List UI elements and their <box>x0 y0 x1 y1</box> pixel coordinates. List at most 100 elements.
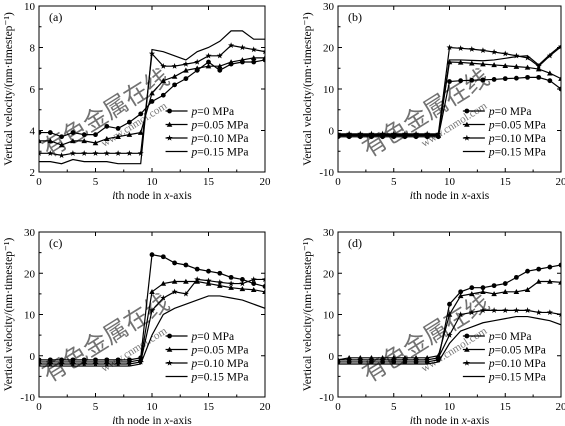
legend-symbol: p <box>191 120 198 132</box>
x-axis-label-mid: th node in <box>413 190 462 202</box>
data-point-1 <box>115 126 121 131</box>
x-axis-label-var: x <box>461 190 468 202</box>
data-point-3 <box>58 360 65 367</box>
x-axis-label: ith node in x-axis <box>112 190 192 202</box>
data-point-1 <box>138 111 144 117</box>
data-point-2 <box>502 289 509 295</box>
legend-symbol: p <box>488 120 495 132</box>
data-point-3 <box>491 307 498 313</box>
data-point-3 <box>39 150 43 156</box>
x-tick-label: 10 <box>444 401 456 413</box>
data-point-2 <box>262 289 265 295</box>
data-point-2 <box>160 77 167 83</box>
legend-value: =0 MPa <box>495 106 532 118</box>
legend-label: p=0.05 MPa <box>488 120 546 132</box>
data-point-3 <box>346 130 353 137</box>
data-point-2 <box>126 131 133 137</box>
x-axis-label: ith node in x-axis <box>112 415 192 426</box>
legend-label: p=0.15 MPa <box>488 147 546 159</box>
y-tick-label: 10 <box>323 310 335 322</box>
data-point-2 <box>469 60 475 66</box>
data-point-2 <box>239 57 246 63</box>
data-point-2 <box>194 278 200 284</box>
x-tick-label: 10 <box>444 176 456 188</box>
series-group <box>39 252 265 367</box>
legend-label: p=0.05 MPa <box>191 345 249 357</box>
data-point-3 <box>171 288 178 295</box>
data-point-2 <box>513 289 520 295</box>
x-axis-label: ith node in x-axis <box>410 415 490 426</box>
legend-item-3: p=0.10 MPa <box>462 358 546 370</box>
y-axis-label: Vertical velocity/(nm·timestep⁻¹) <box>3 238 15 392</box>
legend-marker <box>464 108 470 114</box>
panel-label: (c) <box>49 236 62 250</box>
x-axis-label-var: x <box>163 190 170 202</box>
data-point-1 <box>502 76 508 82</box>
legend-label: p=0 MPa <box>191 331 235 343</box>
data-point-3 <box>557 311 561 318</box>
data-point-3 <box>491 48 498 55</box>
data-point-2 <box>183 67 189 73</box>
data-point-3 <box>39 360 43 367</box>
legend-value: =0.15 MPa <box>197 147 248 159</box>
legend-item-1: p=0 MPa <box>165 331 235 343</box>
data-point-3 <box>346 356 353 363</box>
data-point-1 <box>262 284 265 289</box>
data-point-3 <box>357 130 364 137</box>
data-point-3 <box>390 130 397 137</box>
y-tick-label: 10 <box>24 310 36 322</box>
data-point-3 <box>338 356 342 363</box>
data-point-1 <box>217 67 223 73</box>
legend-item-2: p=0.05 MPa <box>165 345 249 357</box>
data-point-3 <box>205 52 212 59</box>
data-point-3 <box>546 309 553 316</box>
data-point-2 <box>70 138 76 144</box>
y-tick-label: 30 <box>323 227 335 239</box>
data-point-2 <box>137 129 144 135</box>
legend-value: =0 MPa <box>495 331 532 343</box>
x-axis-label-end: -axis <box>169 415 192 426</box>
legend-item-4: p=0.15 MPa <box>165 147 249 159</box>
legend-value: =0 MPa <box>197 106 234 118</box>
x-tick-label: 0 <box>36 176 42 188</box>
data-point-1 <box>172 82 178 88</box>
data-point-3 <box>401 130 408 137</box>
legend-marker <box>463 359 470 366</box>
data-point-3 <box>479 307 486 313</box>
data-point-1 <box>536 266 542 272</box>
series-group <box>39 30 265 165</box>
data-point-2 <box>547 70 553 76</box>
x-tick-label: 15 <box>500 176 512 188</box>
legend-label: p=0.10 MPa <box>191 358 249 370</box>
data-point-3 <box>424 130 431 137</box>
x-axis-label-italic: i <box>410 190 413 202</box>
x-tick-label: 10 <box>147 401 159 413</box>
data-point-3 <box>69 360 76 367</box>
data-point-1 <box>160 254 166 260</box>
legend-symbol: p <box>191 106 198 118</box>
x-tick-label: 15 <box>203 176 215 188</box>
x-tick-label: 0 <box>335 176 341 188</box>
x-tick-label: 20 <box>556 176 565 188</box>
data-point-3 <box>513 307 520 313</box>
legend-item-2: p=0.05 MPa <box>462 120 546 132</box>
y-axis-label: Vertical velocity/(nm·timestep⁻¹) <box>302 12 314 166</box>
data-point-3 <box>126 150 133 156</box>
x-tick-label: 10 <box>147 176 159 188</box>
data-point-2 <box>524 64 531 70</box>
data-point-1 <box>547 264 553 270</box>
legend-marker <box>166 121 173 127</box>
data-point-1 <box>47 130 53 135</box>
x-axis-label-mid: th node in <box>115 415 164 426</box>
y-tick-label: 0 <box>329 126 335 138</box>
data-point-3 <box>468 45 475 52</box>
data-point-1 <box>480 77 486 83</box>
data-point-1 <box>39 130 42 135</box>
data-point-3 <box>390 356 397 363</box>
y-tick-label: 20 <box>24 268 36 280</box>
y-tick-label: -10 <box>319 167 334 179</box>
data-point-2 <box>115 133 121 139</box>
legend-item-4: p=0.15 MPa <box>462 372 546 384</box>
